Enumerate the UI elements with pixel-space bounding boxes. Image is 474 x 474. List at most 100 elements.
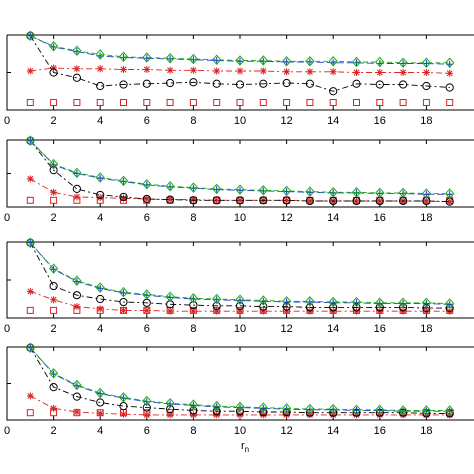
data-point-star xyxy=(329,68,337,76)
data-point-square xyxy=(399,99,407,106)
x-tick-label: 4 xyxy=(97,212,103,224)
x-tick-label: 16 xyxy=(374,425,386,437)
data-point-star xyxy=(73,408,81,416)
data-point-circle xyxy=(142,79,151,88)
data-point-plus xyxy=(376,407,384,415)
data-point-plus xyxy=(329,406,337,414)
x-tick-label: 0 xyxy=(4,212,10,224)
data-point-star xyxy=(73,303,81,311)
data-point-star xyxy=(236,196,244,204)
x-tick-label: 0 xyxy=(4,115,10,127)
subplot-4: 0 2 4 6 8 10 12 14 16 18 xyxy=(4,342,474,437)
data-point-diamond xyxy=(375,56,385,68)
data-point-diamond xyxy=(118,392,129,403)
data-point-circle xyxy=(96,398,105,407)
data-point-star xyxy=(73,193,81,201)
data-point-diamond xyxy=(25,135,35,146)
x-tick-label: 8 xyxy=(190,115,196,127)
data-point-diamond xyxy=(398,297,408,309)
data-point-diamond xyxy=(95,172,105,183)
data-point-plus xyxy=(213,57,221,64)
data-point-diamond xyxy=(188,182,199,193)
data-point-circle xyxy=(119,297,128,307)
data-point-diamond xyxy=(72,45,82,57)
data-point-square xyxy=(446,99,454,106)
data-point-star xyxy=(259,411,267,419)
data-point-diamond xyxy=(212,54,222,66)
x-tick-label: 18 xyxy=(420,115,432,127)
data-point-plus xyxy=(353,59,360,67)
data-point-circle xyxy=(166,195,175,204)
data-point-circle xyxy=(212,79,221,88)
data-point-diamond xyxy=(48,368,59,379)
x-tick-label: 6 xyxy=(144,212,150,224)
x-tick-label: 14 xyxy=(327,115,339,127)
data-point-plus xyxy=(259,57,267,65)
data-point-square xyxy=(236,99,244,106)
data-point-star xyxy=(143,195,151,203)
data-point-diamond xyxy=(375,297,385,309)
data-point-plus xyxy=(236,186,244,194)
data-point-diamond xyxy=(258,402,268,413)
data-point-star xyxy=(120,66,127,73)
data-point-star xyxy=(213,307,221,315)
data-point-star xyxy=(422,307,430,315)
data-point-plus xyxy=(422,60,430,67)
data-point-square xyxy=(96,99,104,106)
data-point-square xyxy=(50,99,58,106)
data-point-plus xyxy=(306,298,314,306)
x-tick-label: 10 xyxy=(234,425,246,437)
data-point-diamond xyxy=(398,57,408,69)
data-point-diamond xyxy=(328,55,338,67)
data-point-diamond xyxy=(421,57,432,69)
data-point-star xyxy=(236,307,244,315)
data-point-circle xyxy=(72,184,82,194)
data-point-star xyxy=(26,287,34,295)
data-point-diamond xyxy=(305,403,315,415)
series-plus xyxy=(26,137,454,198)
data-point-square xyxy=(50,196,58,204)
data-point-diamond xyxy=(212,293,222,305)
series-circle xyxy=(26,136,454,206)
data-point-star xyxy=(213,196,221,204)
data-point-plus xyxy=(399,300,407,308)
data-point-star xyxy=(120,306,127,314)
data-point-circle xyxy=(375,80,384,89)
data-point-plus xyxy=(96,284,104,292)
data-point-diamond xyxy=(165,291,175,302)
x-tick-label: 4 xyxy=(97,323,103,335)
x-tick-label: 2 xyxy=(51,212,57,224)
data-point-plus xyxy=(143,398,151,406)
data-point-plus xyxy=(143,291,151,299)
data-point-diamond xyxy=(445,188,455,199)
data-point-square xyxy=(26,306,34,314)
data-point-diamond xyxy=(235,401,245,413)
data-point-star xyxy=(50,296,58,304)
data-point-star xyxy=(189,196,197,204)
series-line-circle xyxy=(29,35,450,92)
data-point-star xyxy=(376,69,384,76)
data-point-plus xyxy=(259,187,267,195)
data-point-diamond xyxy=(258,184,268,196)
data-point-plus xyxy=(283,58,291,66)
data-point-star xyxy=(422,69,430,76)
data-point-plus xyxy=(189,295,197,303)
x-tick-label: 14 xyxy=(327,323,339,335)
series-diamond xyxy=(25,237,455,309)
data-point-diamond xyxy=(328,403,338,415)
subplot-2: 0 2 4 6 8 10 12 14 16 18 xyxy=(4,135,474,224)
data-point-plus xyxy=(376,190,384,198)
data-point-plus xyxy=(446,407,454,415)
data-point-star xyxy=(50,188,58,196)
data-point-star xyxy=(26,392,34,400)
data-point-plus xyxy=(399,407,407,415)
x-axis-label: rn xyxy=(241,440,249,454)
data-point-plus xyxy=(446,190,454,198)
data-point-diamond xyxy=(375,187,385,199)
data-point-circle xyxy=(259,79,268,88)
series-diamond xyxy=(25,342,455,416)
x-tick-label: 2 xyxy=(51,323,57,335)
data-point-circle xyxy=(72,73,82,82)
data-point-plus xyxy=(166,400,174,408)
data-point-diamond xyxy=(95,387,105,399)
